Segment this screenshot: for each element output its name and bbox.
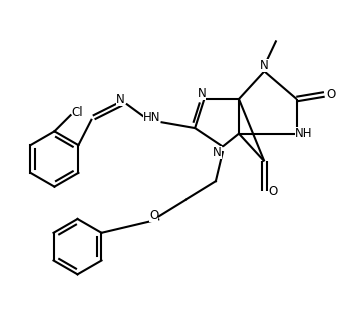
Text: N: N: [198, 87, 207, 100]
Text: O: O: [268, 185, 277, 198]
Text: N: N: [213, 146, 222, 159]
Text: Cl: Cl: [72, 106, 83, 119]
Text: O: O: [326, 88, 336, 101]
Text: O: O: [149, 209, 158, 222]
Text: HN: HN: [142, 111, 160, 124]
Text: N: N: [116, 93, 125, 107]
Text: NH: NH: [295, 127, 312, 140]
Text: N: N: [260, 59, 269, 72]
